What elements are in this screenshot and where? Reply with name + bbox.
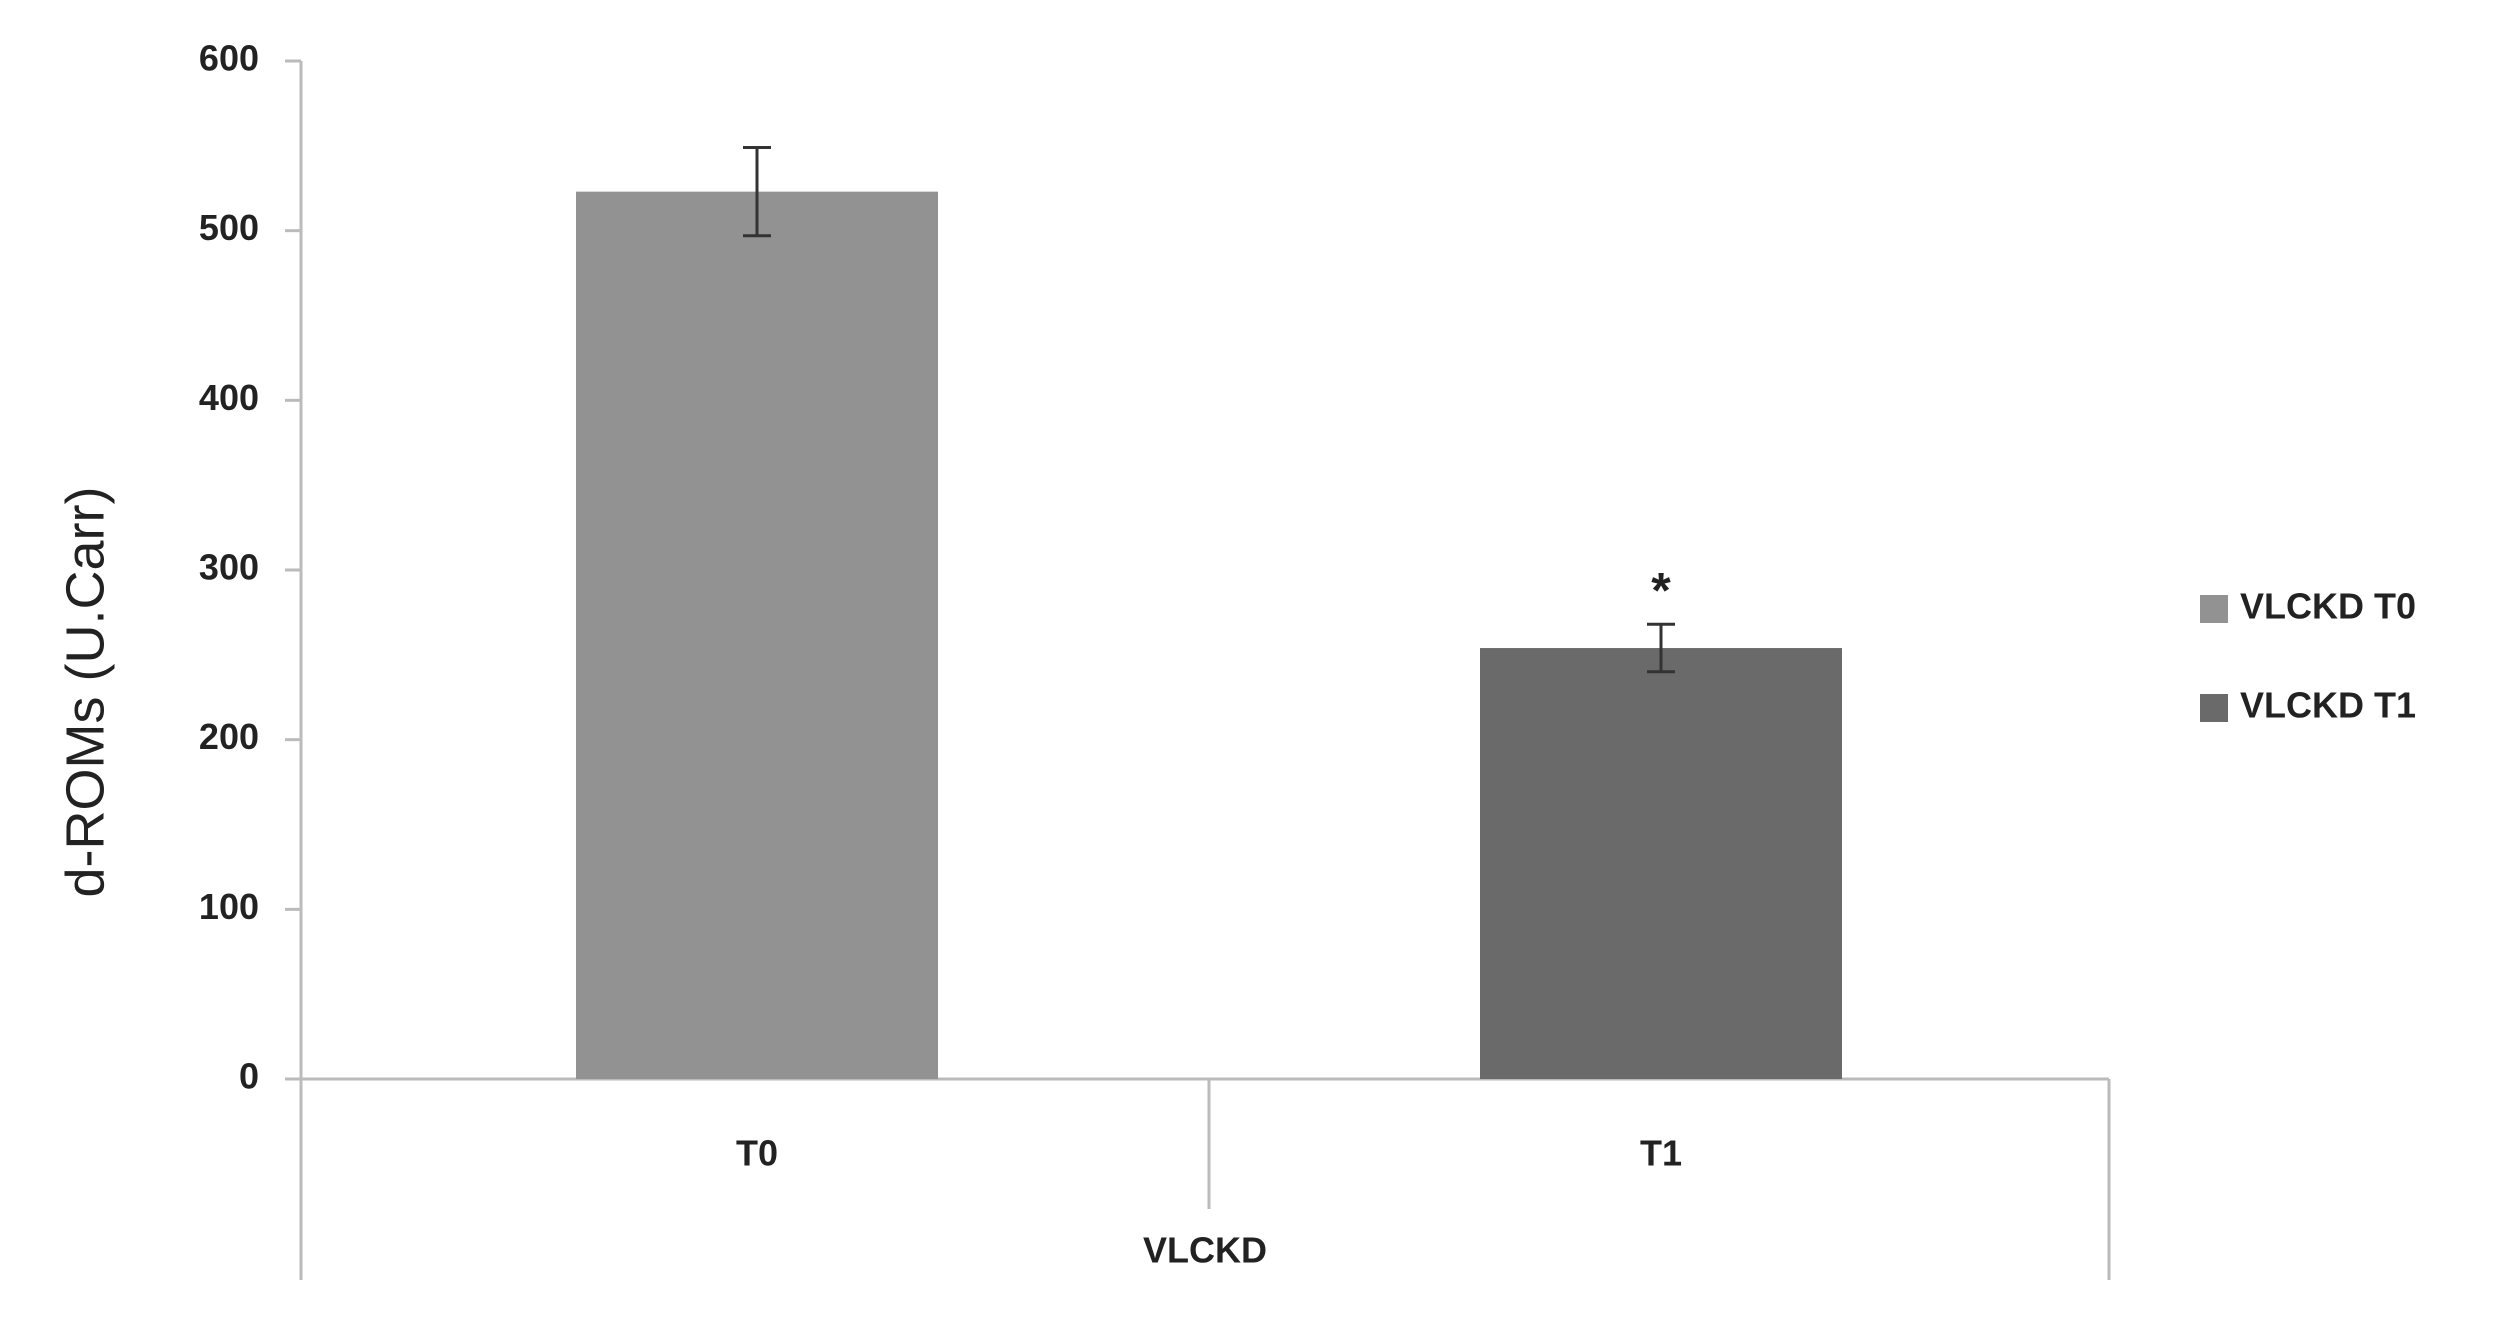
y-tick-label: 300 — [199, 547, 259, 588]
y-tick-label: 0 — [239, 1056, 259, 1097]
legend-label: VLCKD T0 — [2240, 586, 2416, 627]
bar — [1480, 648, 1842, 1079]
y-tick-label: 400 — [199, 377, 259, 418]
x-tick-label: T1 — [1640, 1133, 1682, 1174]
y-tick-label: 100 — [199, 886, 259, 927]
annotation: * — [1651, 562, 1671, 618]
y-tick-label: 500 — [199, 207, 259, 248]
x-tick-label: T0 — [736, 1133, 778, 1174]
legend-swatch — [2200, 595, 2228, 623]
group-label: VLCKD — [1143, 1230, 1267, 1271]
y-tick-label: 200 — [199, 716, 259, 757]
bar — [576, 191, 938, 1080]
legend-swatch — [2200, 694, 2228, 722]
y-tick-label: 600 — [199, 38, 259, 79]
legend-label: VLCKD T1 — [2240, 685, 2416, 726]
y-axis-label: d-ROMs (U.Carr) — [55, 487, 115, 898]
